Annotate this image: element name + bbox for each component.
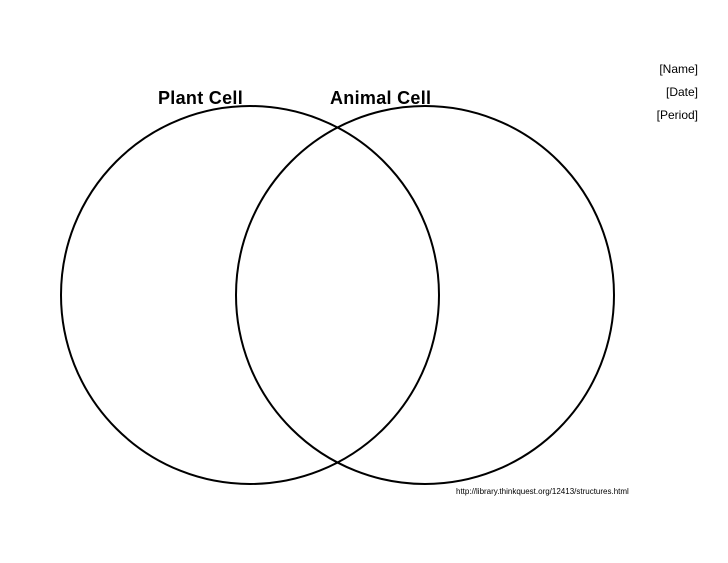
footer-source-url: http://library.thinkquest.org/12413/stru… xyxy=(456,487,629,496)
period-field: [Period] xyxy=(657,104,698,127)
header-fields: [Name] [Date] [Period] xyxy=(657,58,698,126)
venn-right-circle xyxy=(235,105,615,485)
worksheet-page: [Name] [Date] [Period] Plant Cell Animal… xyxy=(0,0,728,563)
name-field: [Name] xyxy=(657,58,698,81)
date-field: [Date] xyxy=(657,81,698,104)
